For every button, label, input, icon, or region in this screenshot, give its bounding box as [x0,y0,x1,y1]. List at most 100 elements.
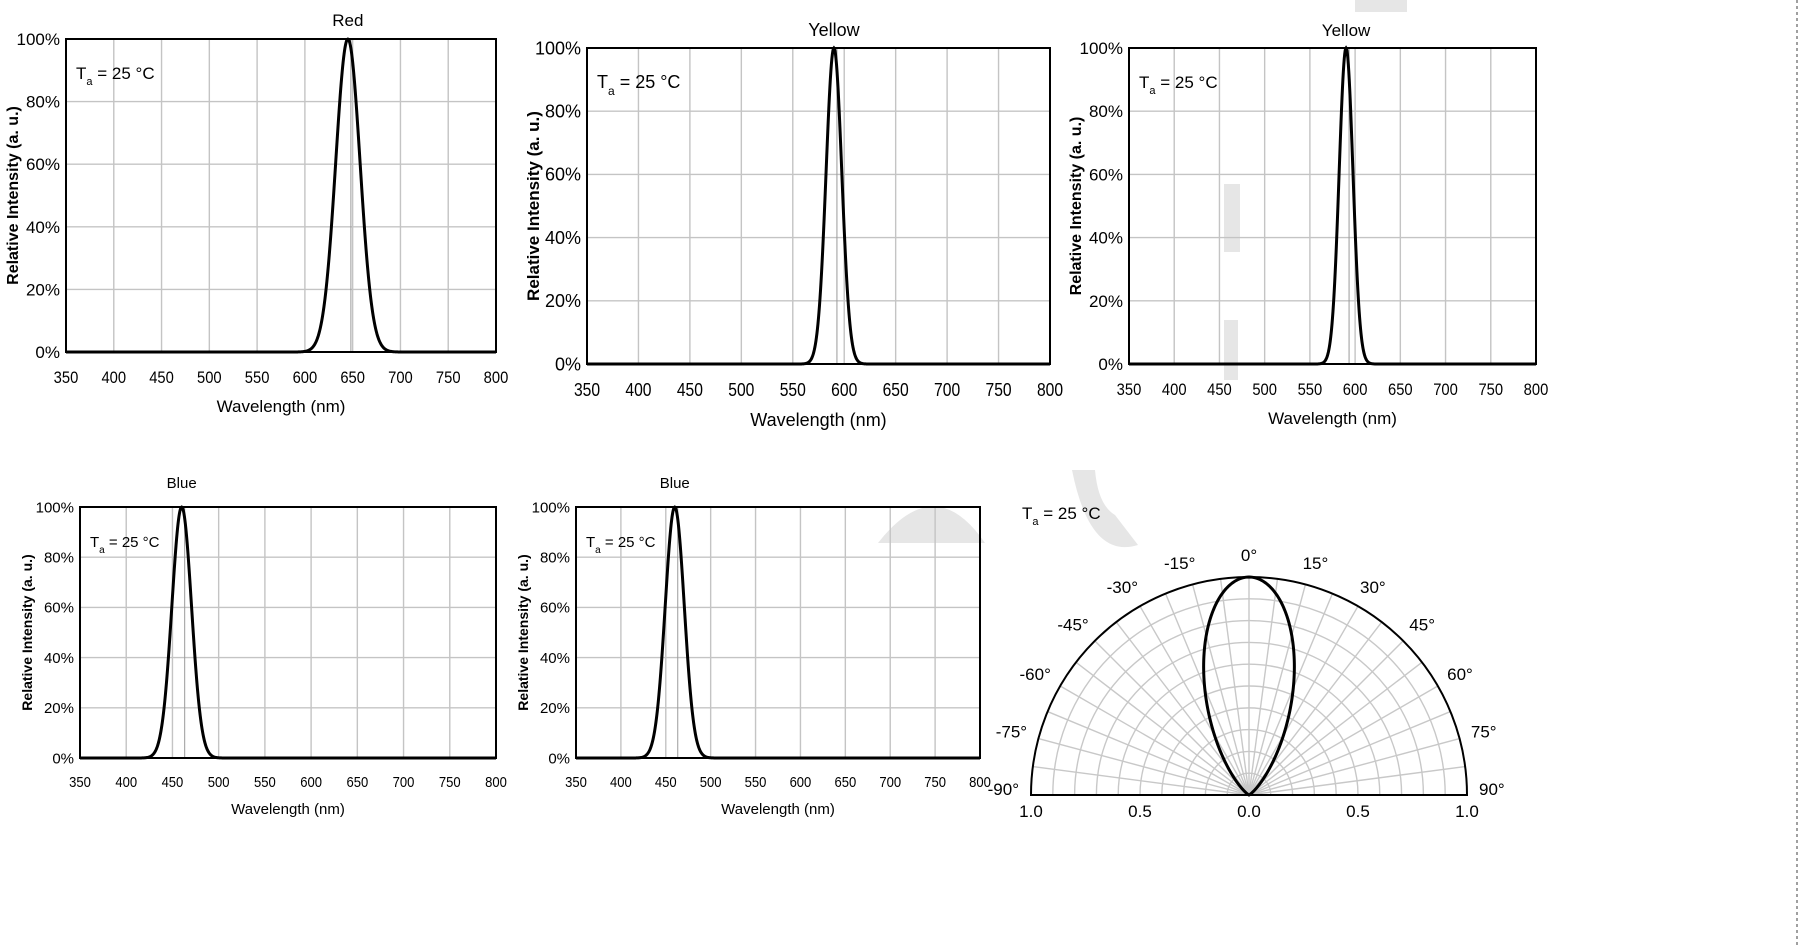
x-axis-label: Wavelength (nm) [750,410,886,430]
ambient-temperature-note: Ta = 25 °C [1022,504,1101,528]
x-tick-label: 450 [655,774,677,791]
polar-spoke [1094,640,1250,796]
radial-label: 0.0 [1237,802,1261,821]
x-tick-label: 500 [197,368,222,387]
y-tick-label: 20% [545,291,581,311]
x-axis-label: Wavelength (nm) [721,801,835,818]
radial-label: 1.0 [1019,802,1043,821]
polar-spoke [1038,737,1250,796]
chart-title: Red [332,11,363,30]
y-tick-label: 40% [26,218,60,237]
x-tick-label: 800 [485,774,507,791]
x-tick-label: 750 [436,368,461,387]
y-tick-label: 60% [545,165,581,185]
x-tick-label: 400 [101,368,126,387]
watermark-fragment [1224,320,1238,380]
ambient-temperature-note: Ta = 25 °C [597,72,680,98]
polar-spoke [1139,605,1250,796]
y-tick-label: 100% [1080,39,1123,58]
ambient-temperature-note: Ta = 25 °C [90,534,160,556]
x-tick-label: 550 [254,774,276,791]
y-tick-label: 20% [1089,292,1123,311]
x-tick-label: 550 [780,380,806,400]
x-tick-label: 700 [934,380,960,400]
polar-spoke [1248,593,1334,796]
angle-label: -15° [1164,554,1195,573]
x-tick-label: 800 [1524,380,1549,399]
x-tick-label: 550 [245,368,270,387]
plot-frame [65,38,497,353]
y-axis-label: Relative Intensity (a. u.) [19,554,35,710]
radial-label: 0.5 [1128,802,1152,821]
x-tick-label: 400 [115,774,137,791]
spectrum-chart-red: 350 400 450 500 550 600 650 700 750 800 0% 20% 40% 60… [5,11,508,416]
y-tick-label: 0% [548,750,570,767]
spectrum-curve [587,45,1050,366]
x-tick-label: 350 [1117,380,1142,399]
x-tick-label: 500 [728,380,754,400]
polar-spoke [1191,584,1250,796]
x-tick-label: 700 [388,368,413,387]
x-tick-label: 750 [986,380,1012,400]
polar-spoke [1248,640,1404,796]
x-tick-label: 800 [1037,380,1063,400]
x-tick-label: 800 [484,368,509,387]
y-tick-label: 100% [535,38,581,58]
y-tick-label: 20% [540,700,570,717]
polar-spoke [1248,578,1279,796]
radial-label: 0.5 [1346,802,1370,821]
y-tick-label: 60% [1089,165,1123,184]
x-tick-label: 700 [879,774,901,791]
spectrum-chart-blue-2: 350 400 450 500 550 600 650 700 750 800 0% 20% 40% 60… [515,475,991,818]
x-tick-label: 350 [574,380,600,400]
radiation-pattern-curve [1202,575,1296,797]
x-tick-label: 400 [1162,380,1187,399]
y-tick-label: 80% [44,549,74,566]
x-tick-label: 400 [610,774,632,791]
y-tick-label: 100% [532,499,570,516]
y-tick-label: 60% [44,600,74,617]
chart-title: Blue [660,475,690,492]
x-tick-label: 650 [834,774,856,791]
angle-label: 90° [1479,780,1505,799]
y-axis-label: Relative Intensity (a. u.) [515,554,531,710]
plot-frame [79,506,497,759]
y-tick-label: 60% [26,155,60,174]
spectrum-curve [66,37,496,354]
y-tick-label: 100% [36,499,74,516]
y-tick-label: 20% [44,700,74,717]
x-tick-label: 650 [1388,380,1413,399]
y-tick-label: 80% [540,549,570,566]
y-tick-label: 60% [540,600,570,617]
x-tick-label: 350 [69,774,91,791]
polar-spoke [1248,661,1423,796]
angle-label: 45° [1409,616,1435,635]
x-tick-label: 750 [1478,380,1503,399]
x-tick-label: 450 [677,380,703,400]
polar-spoke [1047,710,1250,796]
ambient-temperature-note: Ta = 25 °C [1139,73,1218,97]
x-tick-label: 500 [700,774,722,791]
x-tick-label: 550 [745,774,767,791]
watermark-fragment [878,506,985,543]
angle-label: 60° [1447,665,1473,684]
angle-label: -90° [988,780,1019,799]
x-tick-label: 450 [162,774,184,791]
x-tick-label: 600 [1343,380,1368,399]
y-tick-label: 80% [1089,102,1123,121]
y-tick-label: 0% [1098,355,1123,374]
polar-spoke [1248,685,1439,796]
y-tick-label: 20% [26,280,60,299]
x-tick-label: 350 [565,774,587,791]
chart-title: Yellow [808,20,860,40]
polar-spoke [1164,593,1250,796]
watermark-fragment [1224,184,1240,252]
polar-spoke [1248,710,1451,796]
x-tick-label: 450 [149,368,174,387]
x-tick-label: 600 [831,380,857,400]
y-axis-label: Relative Intensity (a. u.) [5,106,22,285]
x-axis-label: Wavelength (nm) [1268,409,1397,428]
x-tick-label: 600 [300,774,322,791]
polar-spoke [1248,737,1460,796]
